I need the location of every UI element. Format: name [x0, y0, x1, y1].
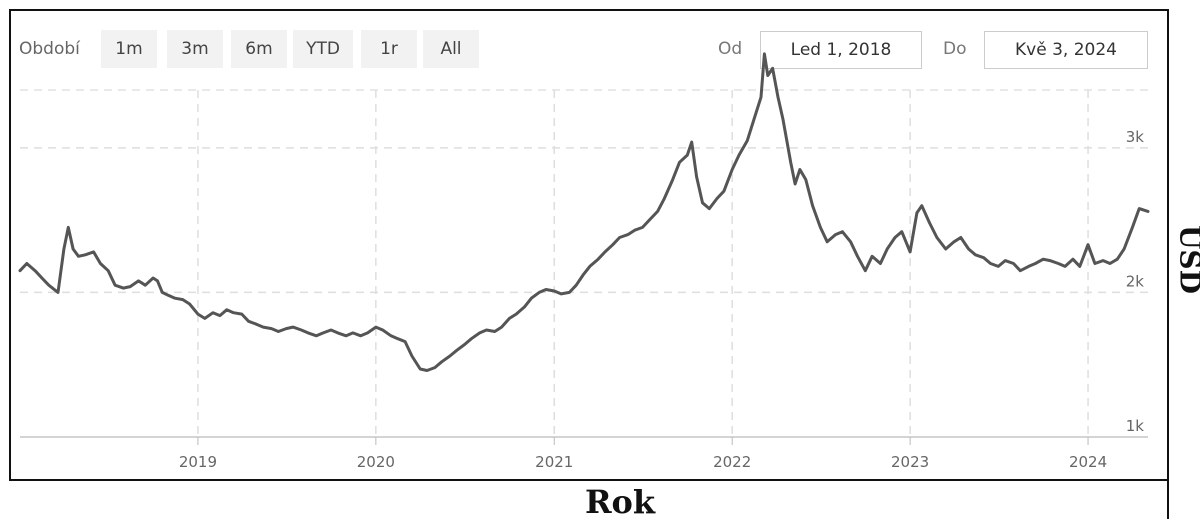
y-axis-title: USD: [1174, 225, 1200, 285]
y-tick-label-1k: 1k: [1126, 417, 1145, 435]
series-layer: [20, 54, 1148, 371]
tick-labels: 1k 2k 3k 2019 2020 2021 2022 2023 2024: [179, 128, 1144, 471]
x-tick-label-2023: 2023: [891, 453, 929, 471]
x-tick-label-2022: 2022: [713, 453, 751, 471]
series-line-1: [20, 54, 1148, 371]
x-tick-label-2021: 2021: [535, 453, 573, 471]
y-tick-label-2k: 2k: [1126, 272, 1145, 290]
x-tick-label-2024: 2024: [1069, 453, 1107, 471]
x-tick-label-2020: 2020: [357, 453, 395, 471]
x-axis-title: Rok: [520, 483, 720, 521]
axes: [20, 437, 1148, 445]
x-tick-label-2019: 2019: [179, 453, 217, 471]
grid-lines: [20, 90, 1148, 437]
y-tick-label-3k: 3k: [1126, 128, 1145, 146]
